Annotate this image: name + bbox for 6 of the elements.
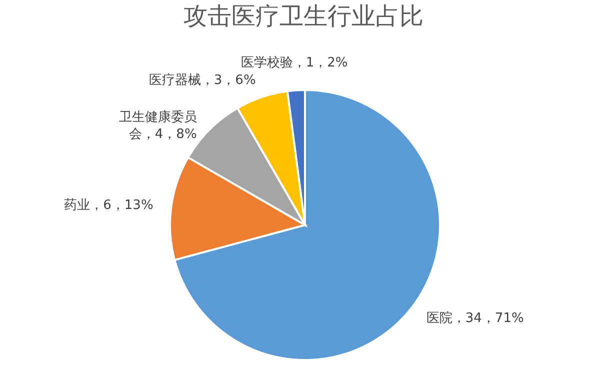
slice-label: 医院，34，71% <box>426 311 524 326</box>
slice-label: 医疗器械，3，6% <box>148 73 256 88</box>
slice-label: 药业，6，13% <box>64 198 154 214</box>
chart-title: 攻击医疗卫生行业占比 <box>184 2 424 30</box>
slice-label: 医学校验，1，2% <box>240 55 348 70</box>
slice-label: 卫生健康委员会，4，8% <box>118 110 197 142</box>
